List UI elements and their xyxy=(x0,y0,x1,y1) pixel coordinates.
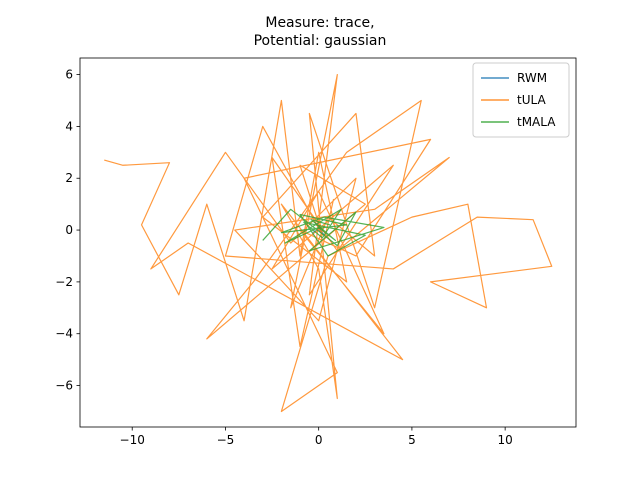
chart-title: Potential: gaussian xyxy=(254,33,387,49)
legend-label: tULA xyxy=(517,93,546,107)
y-tick-label: −4 xyxy=(55,327,73,341)
x-tick-label: −10 xyxy=(120,433,145,447)
y-tick-label: 0 xyxy=(65,223,73,237)
x-tick-label: 5 xyxy=(408,433,416,447)
trace-line xyxy=(104,73,553,413)
legend-label: tMALA xyxy=(517,115,556,129)
y-tick-label: 4 xyxy=(65,119,73,133)
plot-frame xyxy=(79,57,577,428)
y-tick-label: −2 xyxy=(55,275,73,289)
x-tick-label: −5 xyxy=(217,433,235,447)
trace-line xyxy=(262,208,385,257)
y-tick-label: 2 xyxy=(65,171,73,185)
x-tick-label: 0 xyxy=(315,433,323,447)
x-tick-label: 10 xyxy=(498,433,513,447)
legend-label: RWM xyxy=(517,71,547,85)
chart-title: Measure: trace, xyxy=(265,15,374,31)
legend-box xyxy=(472,62,570,138)
y-tick-label: −6 xyxy=(55,379,73,393)
y-tick-label: 6 xyxy=(65,68,73,82)
